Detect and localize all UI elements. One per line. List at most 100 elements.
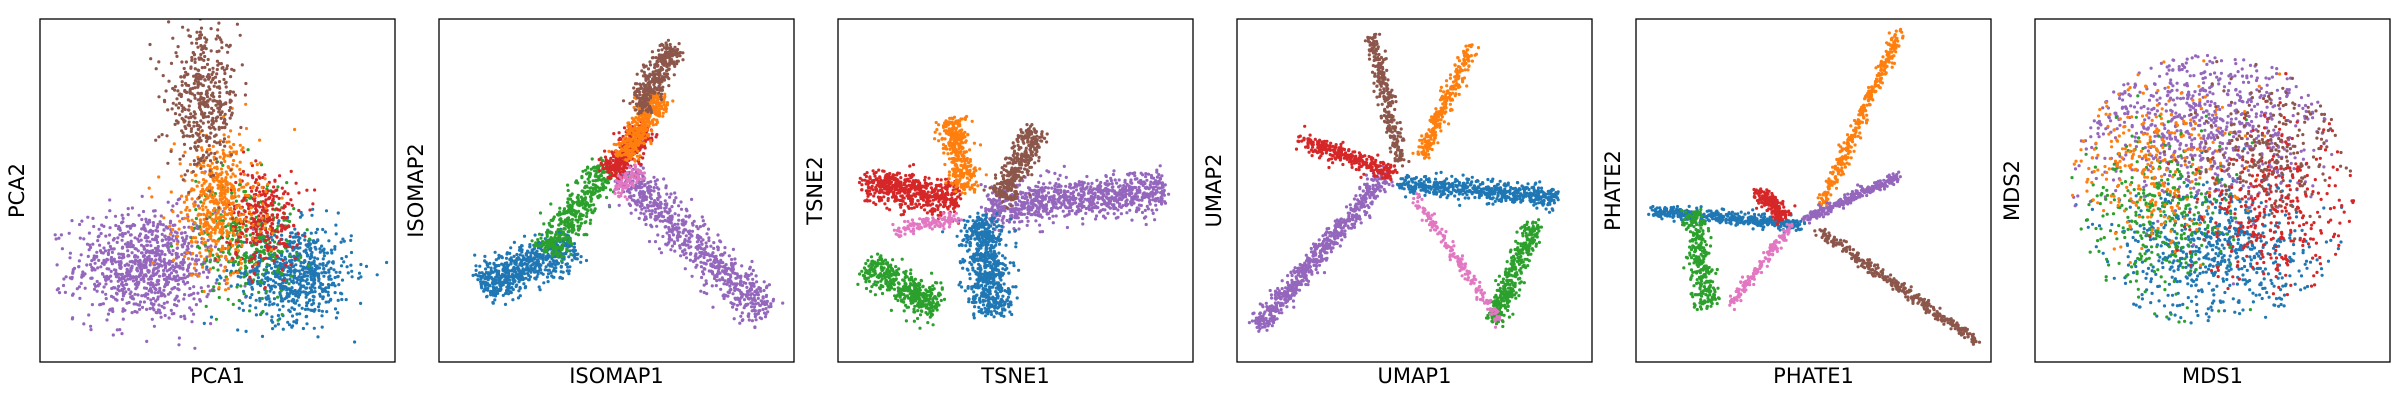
orange-point [206, 211, 210, 215]
brown-point [199, 159, 203, 163]
brown-point [224, 85, 228, 89]
red-point [245, 227, 249, 231]
purple-point [88, 263, 93, 267]
orange-point [190, 197, 194, 201]
blue-point [486, 288, 490, 292]
orange-point [237, 203, 241, 207]
blue-point [296, 295, 301, 299]
brown-point [211, 76, 215, 80]
brown-point [190, 58, 194, 63]
blue-point [209, 315, 214, 319]
blue-point [317, 279, 321, 283]
red-point [279, 229, 284, 233]
purple-point [183, 231, 187, 235]
orange-point [229, 201, 233, 206]
red-point [253, 255, 257, 260]
purple-point [136, 237, 140, 241]
purple-point [92, 224, 96, 229]
orange-point [203, 257, 207, 261]
purple-point [647, 209, 652, 213]
orange-point [221, 148, 225, 152]
brown-point [199, 75, 203, 79]
red-point [284, 243, 288, 247]
orange-point [255, 171, 259, 175]
brown-point [212, 173, 216, 177]
blue-point [539, 256, 543, 260]
purple-point [682, 253, 686, 257]
brown-point [239, 125, 243, 130]
blue-point [250, 285, 254, 290]
purple-point [718, 278, 722, 282]
brown-point [185, 134, 189, 138]
purple-point [128, 273, 132, 277]
brown-point [217, 206, 221, 210]
purple-point [159, 259, 163, 263]
purple-point [115, 273, 119, 277]
red-point [270, 221, 274, 226]
purple-point [152, 209, 156, 213]
blue-point [262, 280, 267, 284]
purple-point [180, 231, 184, 235]
purple-point [756, 301, 760, 305]
brown-point [181, 25, 185, 29]
blue-point [546, 268, 550, 272]
brown-point [213, 151, 217, 156]
green-point [553, 239, 558, 243]
purple-point [652, 186, 656, 190]
purple-point [90, 303, 94, 307]
green-point [259, 245, 264, 249]
purple-point [162, 288, 166, 292]
green-point [264, 289, 268, 293]
orange-point [229, 146, 233, 150]
brown-point [207, 68, 212, 72]
purple-point [699, 260, 703, 264]
blue-point [359, 301, 363, 305]
brown-point [238, 33, 242, 37]
blue-point [480, 281, 484, 285]
blue-point [300, 275, 304, 279]
purple-point [72, 266, 77, 270]
red-point [275, 235, 279, 239]
blue-point [270, 315, 274, 319]
orange-point [232, 158, 236, 163]
green-point [194, 179, 198, 183]
purple-point [112, 237, 116, 241]
blue-point [290, 306, 294, 310]
purple-point [144, 217, 148, 221]
purple-point [115, 292, 119, 296]
red-point [235, 253, 239, 257]
purple-point [742, 306, 746, 310]
blue-point [329, 266, 333, 270]
brown-point [210, 93, 214, 97]
red-point [273, 246, 278, 250]
purple-point [102, 224, 106, 228]
purple-point [67, 231, 71, 235]
orange-point [218, 194, 222, 198]
blue-point [492, 261, 496, 265]
orange-point [270, 248, 274, 252]
purple-point [724, 293, 728, 297]
purple-point [150, 317, 154, 321]
green-point [566, 222, 570, 226]
purple-point [706, 227, 711, 231]
green-point [211, 266, 215, 270]
orange-point [233, 191, 237, 195]
brown-point [178, 113, 182, 117]
brown-point [195, 30, 199, 34]
orange-point [252, 195, 256, 199]
green-point [576, 227, 581, 231]
orange-point [184, 208, 188, 212]
brown-point [213, 140, 217, 144]
orange-point [171, 228, 175, 232]
brown-point [193, 96, 197, 100]
purple-point [750, 319, 755, 323]
purple-point [97, 227, 101, 231]
blue-point [332, 281, 336, 285]
purple-point [152, 302, 156, 306]
green-point [536, 238, 540, 242]
brown-point [198, 125, 202, 129]
blue-point [339, 264, 344, 268]
blue-point [521, 277, 525, 282]
green-point [570, 230, 575, 234]
blue-point [289, 269, 293, 273]
